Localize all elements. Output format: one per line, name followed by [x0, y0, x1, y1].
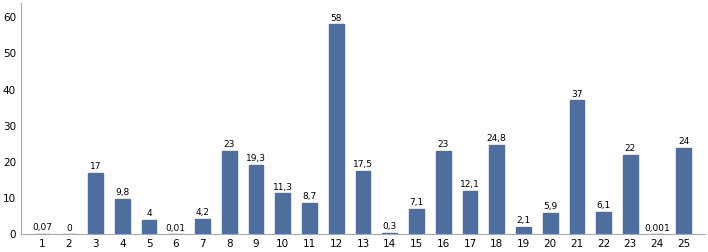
- Text: 0,07: 0,07: [32, 223, 52, 232]
- Bar: [382, 233, 397, 234]
- Text: 5,9: 5,9: [543, 202, 557, 211]
- Text: 24,8: 24,8: [487, 134, 506, 143]
- Bar: [249, 165, 263, 234]
- Bar: [436, 151, 450, 234]
- Text: 12,1: 12,1: [460, 180, 480, 189]
- Bar: [409, 209, 424, 234]
- Bar: [596, 212, 611, 234]
- Text: 58: 58: [331, 14, 342, 23]
- Bar: [462, 191, 477, 234]
- Text: 0,01: 0,01: [166, 224, 185, 233]
- Text: 2,1: 2,1: [516, 216, 530, 225]
- Bar: [355, 171, 370, 234]
- Bar: [543, 213, 557, 234]
- Bar: [623, 155, 638, 234]
- Text: 19,3: 19,3: [246, 154, 266, 163]
- Bar: [329, 24, 343, 234]
- Text: 9,8: 9,8: [115, 188, 130, 197]
- Bar: [88, 173, 103, 234]
- Text: 22: 22: [624, 144, 636, 153]
- Bar: [676, 147, 691, 234]
- Text: 17,5: 17,5: [353, 160, 373, 169]
- Text: 0,001: 0,001: [644, 224, 670, 233]
- Text: 4,2: 4,2: [195, 208, 210, 217]
- Text: 0: 0: [66, 224, 72, 233]
- Text: 7,1: 7,1: [409, 198, 423, 207]
- Text: 8,7: 8,7: [302, 192, 316, 201]
- Bar: [115, 199, 130, 234]
- Bar: [142, 220, 156, 234]
- Bar: [222, 151, 236, 234]
- Text: 11,3: 11,3: [273, 183, 293, 192]
- Text: 23: 23: [224, 140, 235, 149]
- Bar: [302, 203, 317, 234]
- Bar: [569, 101, 584, 234]
- Bar: [195, 219, 210, 234]
- Text: 4: 4: [147, 209, 152, 218]
- Text: 6,1: 6,1: [597, 202, 611, 210]
- Bar: [516, 227, 531, 234]
- Bar: [489, 145, 504, 234]
- Text: 24: 24: [678, 137, 690, 146]
- Text: 23: 23: [438, 140, 449, 149]
- Text: 37: 37: [571, 90, 583, 99]
- Text: 17: 17: [90, 162, 101, 171]
- Bar: [275, 194, 290, 234]
- Text: 0,3: 0,3: [382, 223, 397, 232]
